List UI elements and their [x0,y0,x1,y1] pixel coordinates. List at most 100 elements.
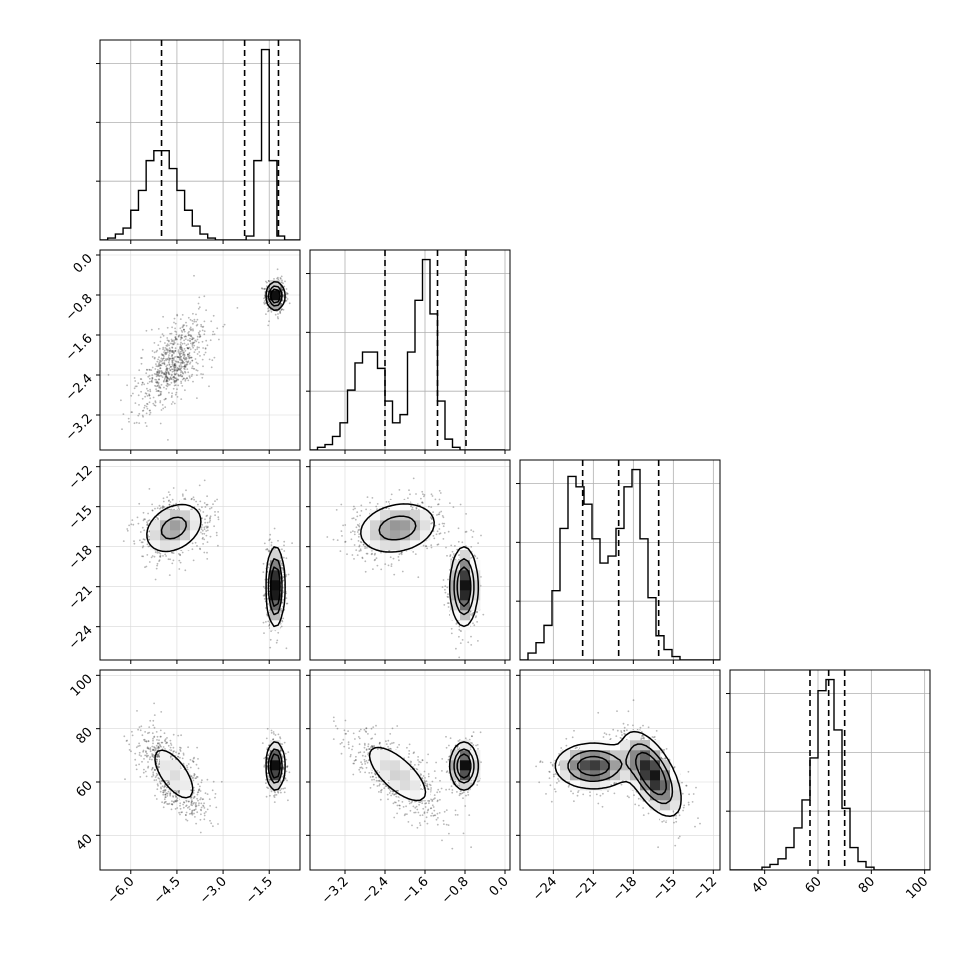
sample-point [151,767,154,770]
sample-point [170,378,172,380]
sample-point [150,328,153,331]
sample-point [146,402,148,405]
sample-point [156,783,159,786]
panel-frame [309,249,511,451]
sample-point [212,330,215,333]
sample-point [365,508,367,511]
sample-point [183,358,186,361]
sample-point [199,798,202,801]
sample-point [172,357,175,360]
sample-point [191,365,194,368]
sample-point [157,747,160,750]
sample-point [359,548,362,551]
sample-point [169,377,172,380]
sample-point [159,555,161,558]
sample-point [263,288,266,290]
sample-point [280,563,283,565]
sample-point [182,357,185,359]
sample-point [171,357,174,360]
sample-point [190,356,193,359]
sample-point [201,376,204,379]
sample-point [189,340,192,342]
sample-point [148,374,151,377]
sample-point [164,370,167,373]
sample-point [454,558,457,561]
sample-point [201,524,204,526]
sample-point [173,372,176,375]
sample-point [384,563,387,565]
sample-point [169,342,172,345]
sample-point [444,588,446,591]
sample-point [372,568,374,570]
sample-point [459,642,462,644]
sample-point [165,369,168,371]
density-cell [450,580,461,591]
sample-point [199,355,201,357]
sample-point [197,307,200,310]
sample-point [401,570,404,573]
sample-point [160,409,163,411]
sample-point [181,342,184,345]
sample-point [151,356,154,358]
sample-point [173,377,176,379]
sample-point [190,328,193,331]
sample-point [182,353,185,356]
sample-point [281,619,283,622]
sample-point [152,749,154,752]
sample-point [190,498,193,501]
sample-point [169,349,172,351]
sample-point [263,303,266,305]
sample-point [205,530,208,532]
density-cell [380,520,391,531]
sample-point [165,742,167,745]
sample-point [262,571,265,573]
sample-point [457,527,460,530]
sample-point [182,351,185,354]
sample-point [171,757,174,760]
sample-point [150,556,153,559]
sample-point [173,364,176,367]
sample-point [166,368,169,371]
sample-point [151,766,154,769]
sample-point [213,356,216,359]
sample-point [159,367,162,370]
sample-point [280,609,283,612]
sample-point [138,412,141,415]
sample-point [398,553,401,556]
sample-point [157,383,160,385]
sample-point [174,362,177,365]
sample-point [215,806,218,809]
sample-point [179,554,182,557]
sample-point [183,365,185,368]
sample-point [431,521,434,524]
density-cell [180,510,191,521]
sample-point [175,379,178,381]
sample-point [164,397,167,400]
sample-point [276,639,279,642]
sample-point [188,354,191,357]
sample-point [169,376,172,379]
sample-point [421,501,424,503]
sample-point [340,530,343,532]
sample-point [163,362,166,365]
sample-point [162,505,164,508]
sample-point [168,373,170,376]
sample-point [280,302,282,305]
sample-point [185,357,188,360]
sample-point [168,359,171,362]
sample-point [179,345,182,348]
y-tick-label: −12 [66,463,96,493]
sample-point [209,517,211,520]
sample-point [164,796,167,798]
sample-point [428,505,430,508]
sample-point [168,781,171,784]
sample-point [280,287,283,290]
sample-point [400,552,402,555]
density-cell [390,530,401,541]
sample-point [147,512,150,515]
sample-point [147,732,149,735]
sample-point [190,342,192,345]
sample-point [168,350,171,352]
sample-point [148,401,151,404]
sample-point [141,348,144,351]
